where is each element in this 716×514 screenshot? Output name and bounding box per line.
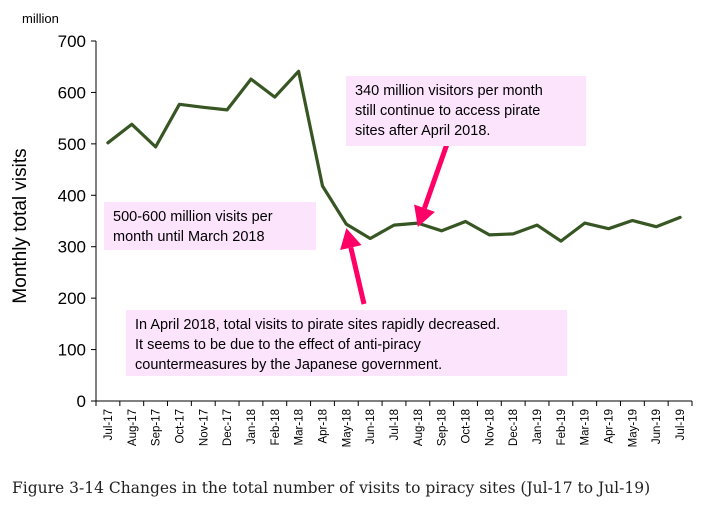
y-tick-label: 600 (58, 83, 86, 102)
x-tick-label: Sep-17 (151, 409, 163, 446)
x-tick-label: Apr-19 (604, 409, 616, 444)
y-tick-label: 100 (58, 341, 86, 360)
x-tick-label: Mar-19 (580, 409, 592, 445)
x-tick-label: Dec-18 (508, 409, 520, 446)
y-tick-label: 0 (77, 392, 86, 411)
y-tick-label: 200 (58, 289, 86, 308)
x-tick-label: Aug-17 (127, 409, 139, 446)
annotation-box-left: 500-600 million visits per month until M… (104, 202, 316, 250)
x-tick-label: Jun-18 (365, 409, 377, 444)
x-tick-label: Oct-18 (461, 409, 473, 444)
x-tick-label: Jan-19 (532, 409, 544, 444)
x-tick-label: Jul-19 (675, 409, 687, 440)
annotation-box-bottom: In April 2018, total visits to pirate si… (126, 310, 567, 376)
x-tick-label: Aug-18 (413, 409, 425, 446)
x-tick-label: Feb-18 (270, 409, 282, 445)
y-tick-label: 400 (58, 186, 86, 205)
x-tick-label: Nov-17 (198, 409, 210, 446)
annotation-arrow-bottom (340, 228, 367, 305)
x-tick-label: May-19 (627, 409, 639, 447)
y-tick-label: 500 (58, 135, 86, 154)
x-tick-label: Sep-18 (437, 409, 449, 446)
x-tick-label: May-18 (341, 409, 353, 447)
x-tick-label: Nov-18 (484, 409, 496, 446)
x-tick-label: Jun-19 (651, 409, 663, 444)
annotation-arrow-top-right (414, 143, 450, 228)
y-tick-label: 300 (58, 238, 86, 257)
figure-caption: Figure 3-14 Changes in the total number … (12, 479, 651, 497)
x-tick-label: Oct-17 (174, 409, 186, 444)
x-tick-label: Apr-18 (317, 409, 329, 444)
unit-label: million (22, 11, 59, 26)
x-tick-label: Dec-17 (222, 409, 234, 446)
annotation-box-top-right: 340 million visitors per month still con… (346, 76, 586, 146)
chart-plot: million Monthly total visits 0 100 200 300 4… (10, 11, 693, 447)
y-tick-label: 700 (58, 32, 86, 51)
x-tick-label: Feb-19 (556, 409, 568, 445)
x-tick-label: Jul-18 (389, 409, 401, 440)
x-tick-label: Jan-18 (246, 409, 258, 444)
x-tick-label: Jul-17 (103, 409, 115, 440)
y-axis-title: Monthly total visits (10, 148, 31, 303)
x-tick-label: Mar-18 (294, 409, 306, 445)
